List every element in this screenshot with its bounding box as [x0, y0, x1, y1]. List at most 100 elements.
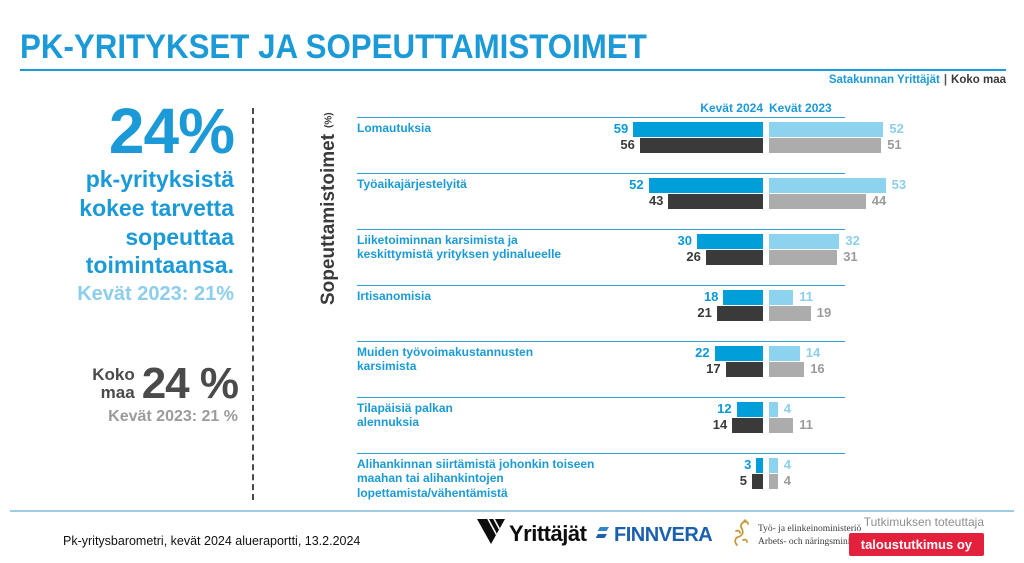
taloustutkimus-badge: taloustutkimus oy: [848, 533, 984, 556]
bar-region-2023: [769, 402, 778, 417]
value-region-2023: 11: [799, 289, 813, 304]
y-axis-title: Sopeuttamistoimet (%): [314, 103, 344, 315]
value-region-2024: 12: [717, 401, 732, 416]
value-region-2024: 3: [744, 457, 752, 472]
column-header-2023: Kevät 2023: [769, 101, 832, 115]
value-region-2023: 32: [845, 233, 860, 248]
legend-separator: |: [943, 74, 948, 86]
value-region-2023: 14: [805, 345, 821, 360]
value-region-2024: 22: [695, 345, 710, 360]
value-national-2024: 14: [712, 417, 728, 432]
value-region-2024: 59: [613, 121, 629, 136]
bar-national-2023: [769, 362, 805, 377]
bar-national-2024: [639, 138, 763, 153]
value-national-2023: 11: [799, 417, 813, 432]
title-divider: [20, 69, 1006, 71]
finnvera-logo-text: FINNVERA: [614, 524, 713, 546]
value-national-2024: 17: [706, 361, 721, 376]
highlight-line-3: sopeuttaa: [125, 223, 234, 250]
value-region-2024: 52: [629, 177, 644, 192]
yrittajat-logo: Yrittäjät: [477, 519, 587, 549]
category-label: Työaikajärjestelyitä: [357, 177, 467, 191]
chart-row: Muiden työvoimakustannusten karsimista 22…: [357, 341, 1008, 397]
national-previous-value: Kevät 2023: 21 %: [108, 408, 238, 425]
value-national-2023: 16: [810, 361, 825, 376]
bar-national-2023: [769, 250, 838, 265]
bar-region-2023: [769, 346, 800, 361]
bar-region-2024: [697, 234, 763, 249]
finnvera-logo: FINNVERA: [595, 524, 713, 547]
value-national-2023: 4: [783, 473, 792, 488]
legend: Satakunnan Yrittäjät | Koko maa: [829, 74, 1006, 86]
bar-region-2023: [769, 122, 884, 137]
bar-national-2023: [769, 138, 882, 153]
chart-row: Liiketoiminnan karsimista ja keskittymis…: [357, 229, 1008, 285]
bar-region-2024: [723, 290, 763, 305]
value-national-2024: 21: [697, 305, 712, 320]
region-previous-value: Kevät 2023: 21%: [77, 283, 234, 306]
category-label: Liiketoiminnan karsimista ja keskittymis…: [357, 233, 562, 262]
ministry-logo-text: Työ- ja elinkeinoministeriö Arbets- och …: [758, 523, 874, 547]
footer-divider: [10, 510, 1014, 512]
value-national-2024: 56: [620, 137, 635, 152]
bar-national-2024: [732, 418, 763, 433]
category-label: Lomautuksia: [357, 121, 432, 135]
bar-region-2024: [648, 178, 763, 193]
bar-national-2024: [668, 194, 763, 209]
bar-national-2024: [725, 362, 763, 377]
bar-region-2024: [756, 458, 763, 473]
bar-region-2023: [769, 234, 840, 249]
ministry-logo: Työ- ja elinkeinoministeriö Arbets- och …: [731, 518, 874, 553]
yrittajat-triangle-icon: [477, 519, 505, 549]
national-percent: 24 %: [141, 359, 239, 408]
region-highlight: 24% pk-yrityksistä kokee tarvetta sopeut…: [10, 95, 235, 306]
national-highlight: Koko maa 24 % Kevät 2023: 21 %: [20, 359, 239, 426]
y-axis-label: Sopeuttamistoimet: [318, 134, 339, 306]
yrittajat-logo-text: Yrittäjät: [509, 521, 587, 546]
column-header-2024: Kevät 2024: [700, 101, 763, 115]
chart-row: Tilapäisiä palkan alennuksia 12 14 4 11: [357, 397, 1008, 453]
page-title: PK-YRITYKSET JA SOPEUTTAMISTOIMET: [20, 28, 647, 66]
value-national-2024: 26: [686, 249, 701, 264]
dashed-divider: [252, 108, 254, 500]
value-national-2023: 19: [816, 305, 832, 320]
source-note: Pk-yritysbarometri, kevät 2024 aluerapor…: [63, 534, 361, 548]
research-provider: Tutkimuksen toteuttaja taloustutkimus oy: [848, 515, 984, 556]
category-label: Alihankinnan siirtämistä johonkin toisee…: [357, 457, 595, 500]
value-region-2023: 52: [889, 121, 904, 136]
bar-national-2023: [769, 306, 811, 321]
value-region-2024: 30: [677, 233, 692, 248]
highlight-line-2: kokee tarvetta: [79, 194, 234, 221]
legend-region: Satakunnan Yrittäjät: [828, 74, 940, 86]
y-axis-unit: (%): [323, 112, 335, 129]
finnvera-stripes-icon: [595, 525, 611, 547]
bar-region-2023: [769, 458, 778, 473]
bar-region-2023: [769, 290, 794, 305]
chart-row: Irtisanomisia 18 21 11 19: [357, 285, 1008, 341]
value-national-2023: 31: [843, 249, 858, 264]
bar-region-2023: [769, 178, 886, 193]
value-national-2023: 44: [871, 193, 887, 208]
bar-national-2023: [769, 194, 866, 209]
value-national-2024: 43: [648, 193, 664, 208]
value-region-2024: 18: [703, 289, 719, 304]
category-label: Muiden työvoimakustannusten karsimista: [357, 345, 534, 374]
category-label: Tilapäisiä palkan alennuksia: [357, 401, 453, 430]
category-label: Irtisanomisia: [357, 289, 432, 303]
region-percent: 24%: [108, 95, 235, 167]
highlight-line-4: toimintaansa.: [85, 252, 234, 279]
bar-national-2023: [769, 474, 778, 489]
chart-row: Alihankinnan siirtämistä johonkin toisee…: [357, 453, 1008, 509]
chart-row: Lomautuksia 59 56 52 51: [357, 117, 1008, 173]
ministry-lion-emblem-icon: [731, 518, 751, 553]
legend-national: Koko maa: [951, 74, 1006, 86]
bar-national-2024: [705, 250, 763, 265]
bar-region-2024: [714, 346, 763, 361]
highlight-line-1: pk-yrityksistä: [85, 166, 234, 193]
bar-national-2024: [716, 306, 763, 321]
bar-region-2024: [736, 402, 763, 417]
national-label: Koko maa: [92, 365, 135, 402]
value-region-2023: 53: [891, 177, 907, 192]
bar-national-2024: [752, 474, 763, 489]
